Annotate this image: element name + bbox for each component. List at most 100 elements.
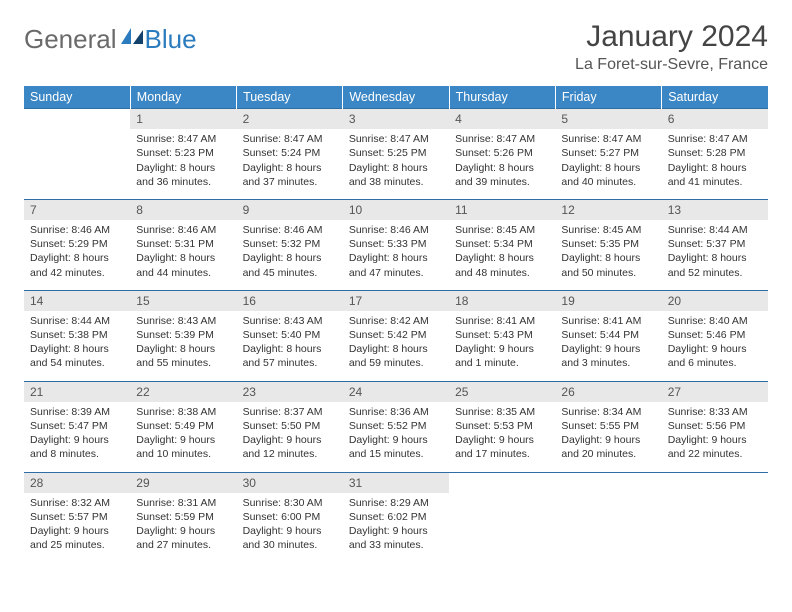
sunrise-line: Sunrise: 8:30 AM — [243, 496, 337, 510]
day-number: 6 — [662, 109, 768, 129]
sunset-line: Sunset: 5:25 PM — [349, 146, 443, 160]
sunrise-line: Sunrise: 8:43 AM — [136, 314, 230, 328]
calendar-day-cell: 30Sunrise: 8:30 AMSunset: 6:00 PMDayligh… — [237, 472, 343, 562]
sunrise-line: Sunrise: 8:44 AM — [30, 314, 124, 328]
day-details: Sunrise: 8:47 AMSunset: 5:28 PMDaylight:… — [662, 129, 768, 199]
calendar-day-cell: 16Sunrise: 8:43 AMSunset: 5:40 PMDayligh… — [237, 290, 343, 381]
day-details: Sunrise: 8:39 AMSunset: 5:47 PMDaylight:… — [24, 402, 130, 472]
sunset-line: Sunset: 5:55 PM — [561, 419, 655, 433]
sunrise-line: Sunrise: 8:45 AM — [455, 223, 549, 237]
brand-logo: General Blue — [24, 20, 197, 55]
daylight-line: Daylight: 9 hours and 1 minute. — [455, 342, 549, 370]
day-details: Sunrise: 8:34 AMSunset: 5:55 PMDaylight:… — [555, 402, 661, 472]
brand-part2: Blue — [145, 24, 197, 55]
location-label: La Foret-sur-Sevre, France — [575, 56, 768, 74]
sunset-line: Sunset: 5:39 PM — [136, 328, 230, 342]
daylight-line: Daylight: 9 hours and 10 minutes. — [136, 433, 230, 461]
day-number: 9 — [237, 200, 343, 220]
sunrise-line: Sunrise: 8:46 AM — [349, 223, 443, 237]
day-details: Sunrise: 8:41 AMSunset: 5:44 PMDaylight:… — [555, 311, 661, 381]
calendar-day-cell: 17Sunrise: 8:42 AMSunset: 5:42 PMDayligh… — [343, 290, 449, 381]
day-details: Sunrise: 8:44 AMSunset: 5:38 PMDaylight:… — [24, 311, 130, 381]
daylight-line: Daylight: 8 hours and 57 minutes. — [243, 342, 337, 370]
weekday-header: Wednesday — [343, 86, 449, 109]
sunrise-line: Sunrise: 8:37 AM — [243, 405, 337, 419]
calendar-week-row: 1Sunrise: 8:47 AMSunset: 5:23 PMDaylight… — [24, 109, 768, 200]
day-number: 8 — [130, 200, 236, 220]
day-details: Sunrise: 8:46 AMSunset: 5:32 PMDaylight:… — [237, 220, 343, 290]
daylight-line: Daylight: 9 hours and 22 minutes. — [668, 433, 762, 461]
sunset-line: Sunset: 6:00 PM — [243, 510, 337, 524]
daylight-line: Daylight: 8 hours and 55 minutes. — [136, 342, 230, 370]
daylight-line: Daylight: 9 hours and 20 minutes. — [561, 433, 655, 461]
sunrise-line: Sunrise: 8:34 AM — [561, 405, 655, 419]
day-number: 20 — [662, 291, 768, 311]
daylight-line: Daylight: 8 hours and 54 minutes. — [30, 342, 124, 370]
day-number: 22 — [130, 382, 236, 402]
sunset-line: Sunset: 5:53 PM — [455, 419, 549, 433]
calendar-day-cell: 5Sunrise: 8:47 AMSunset: 5:27 PMDaylight… — [555, 109, 661, 200]
calendar-day-cell: 4Sunrise: 8:47 AMSunset: 5:26 PMDaylight… — [449, 109, 555, 200]
day-details: Sunrise: 8:43 AMSunset: 5:39 PMDaylight:… — [130, 311, 236, 381]
sunrise-line: Sunrise: 8:46 AM — [30, 223, 124, 237]
day-number: 12 — [555, 200, 661, 220]
calendar-day-cell: 27Sunrise: 8:33 AMSunset: 5:56 PMDayligh… — [662, 381, 768, 472]
daylight-line: Daylight: 8 hours and 44 minutes. — [136, 251, 230, 279]
daylight-line: Daylight: 9 hours and 3 minutes. — [561, 342, 655, 370]
weekday-header: Thursday — [449, 86, 555, 109]
sunrise-line: Sunrise: 8:47 AM — [455, 132, 549, 146]
sunset-line: Sunset: 5:43 PM — [455, 328, 549, 342]
page-header: General Blue January 2024 La Foret-sur-S… — [24, 20, 768, 74]
day-details: Sunrise: 8:29 AMSunset: 6:02 PMDaylight:… — [343, 493, 449, 563]
calendar-day-cell: 31Sunrise: 8:29 AMSunset: 6:02 PMDayligh… — [343, 472, 449, 562]
day-details: Sunrise: 8:30 AMSunset: 6:00 PMDaylight:… — [237, 493, 343, 563]
day-number: 27 — [662, 382, 768, 402]
sunset-line: Sunset: 5:26 PM — [455, 146, 549, 160]
calendar-week-row: 21Sunrise: 8:39 AMSunset: 5:47 PMDayligh… — [24, 381, 768, 472]
calendar-day-cell: 7Sunrise: 8:46 AMSunset: 5:29 PMDaylight… — [24, 199, 130, 290]
sunrise-line: Sunrise: 8:44 AM — [668, 223, 762, 237]
day-details: Sunrise: 8:38 AMSunset: 5:49 PMDaylight:… — [130, 402, 236, 472]
calendar-day-cell: 2Sunrise: 8:47 AMSunset: 5:24 PMDaylight… — [237, 109, 343, 200]
sunrise-line: Sunrise: 8:39 AM — [30, 405, 124, 419]
sunrise-line: Sunrise: 8:47 AM — [349, 132, 443, 146]
daylight-line: Daylight: 8 hours and 47 minutes. — [349, 251, 443, 279]
day-details: Sunrise: 8:46 AMSunset: 5:29 PMDaylight:… — [24, 220, 130, 290]
day-details: Sunrise: 8:45 AMSunset: 5:35 PMDaylight:… — [555, 220, 661, 290]
calendar-day-cell: 25Sunrise: 8:35 AMSunset: 5:53 PMDayligh… — [449, 381, 555, 472]
sunset-line: Sunset: 5:35 PM — [561, 237, 655, 251]
day-details: Sunrise: 8:46 AMSunset: 5:33 PMDaylight:… — [343, 220, 449, 290]
day-details: Sunrise: 8:41 AMSunset: 5:43 PMDaylight:… — [449, 311, 555, 381]
sunset-line: Sunset: 5:52 PM — [349, 419, 443, 433]
day-details: Sunrise: 8:47 AMSunset: 5:27 PMDaylight:… — [555, 129, 661, 199]
sunrise-line: Sunrise: 8:29 AM — [349, 496, 443, 510]
calendar-day-cell: 29Sunrise: 8:31 AMSunset: 5:59 PMDayligh… — [130, 472, 236, 562]
sunrise-line: Sunrise: 8:36 AM — [349, 405, 443, 419]
weekday-header: Saturday — [662, 86, 768, 109]
calendar-day-cell: 19Sunrise: 8:41 AMSunset: 5:44 PMDayligh… — [555, 290, 661, 381]
weekday-header: Monday — [130, 86, 236, 109]
day-details: Sunrise: 8:47 AMSunset: 5:25 PMDaylight:… — [343, 129, 449, 199]
day-number: 28 — [24, 473, 130, 493]
calendar-day-cell — [24, 109, 130, 200]
calendar-body: 1Sunrise: 8:47 AMSunset: 5:23 PMDaylight… — [24, 109, 768, 563]
day-details: Sunrise: 8:47 AMSunset: 5:26 PMDaylight:… — [449, 129, 555, 199]
day-number: 24 — [343, 382, 449, 402]
sunset-line: Sunset: 5:33 PM — [349, 237, 443, 251]
day-details: Sunrise: 8:32 AMSunset: 5:57 PMDaylight:… — [24, 493, 130, 563]
sunset-line: Sunset: 5:27 PM — [561, 146, 655, 160]
sunset-line: Sunset: 5:31 PM — [136, 237, 230, 251]
day-number: 31 — [343, 473, 449, 493]
day-number: 19 — [555, 291, 661, 311]
sunrise-line: Sunrise: 8:32 AM — [30, 496, 124, 510]
day-number: 13 — [662, 200, 768, 220]
day-details: Sunrise: 8:33 AMSunset: 5:56 PMDaylight:… — [662, 402, 768, 472]
sunrise-line: Sunrise: 8:47 AM — [136, 132, 230, 146]
day-number: 11 — [449, 200, 555, 220]
sunrise-line: Sunrise: 8:38 AM — [136, 405, 230, 419]
sunset-line: Sunset: 5:38 PM — [30, 328, 124, 342]
calendar-day-cell: 26Sunrise: 8:34 AMSunset: 5:55 PMDayligh… — [555, 381, 661, 472]
sunset-line: Sunset: 5:50 PM — [243, 419, 337, 433]
calendar-day-cell: 8Sunrise: 8:46 AMSunset: 5:31 PMDaylight… — [130, 199, 236, 290]
month-title: January 2024 — [575, 20, 768, 54]
